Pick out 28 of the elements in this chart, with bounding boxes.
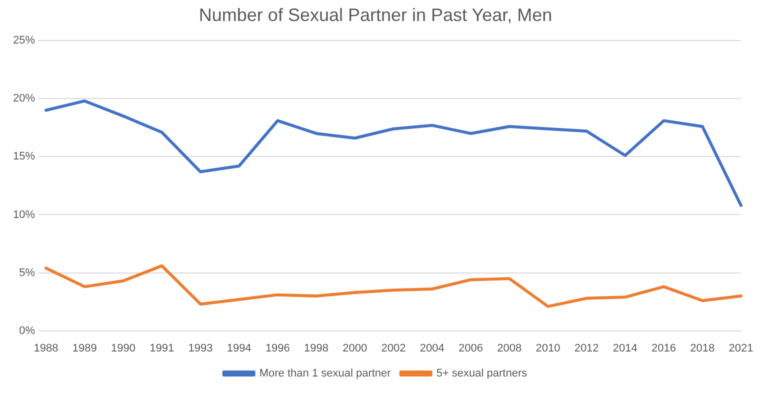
x-tick-label: 2021: [728, 342, 754, 354]
y-tick-label: 10%: [12, 208, 36, 221]
x-tick-label: 2010: [536, 342, 560, 354]
x-tick-label: 1989: [72, 342, 97, 354]
y-tick-label: 15%: [12, 150, 36, 163]
x-tick-label: 2016: [652, 342, 676, 354]
x-tick-label: 2000: [342, 342, 368, 354]
x-tick-label: 2018: [690, 342, 715, 354]
x-tick-label: 2012: [574, 342, 599, 354]
y-tick-label: 5%: [19, 266, 36, 279]
y-tick-label: 0%: [19, 324, 36, 337]
x-tick-label: 1990: [110, 342, 136, 354]
y-tick-label: 25%: [12, 34, 36, 47]
x-tick-label: 2008: [497, 342, 522, 354]
x-tick-label: 2006: [458, 342, 483, 354]
x-tick-label: 1994: [226, 342, 252, 354]
y-tick-label: 20%: [12, 92, 36, 105]
x-tick-label: 2004: [420, 342, 444, 354]
chart-title: Number of Sexual Partner in Past Year, Men: [198, 4, 552, 25]
x-tick-label: 1998: [304, 342, 329, 354]
x-tick-label: 1996: [265, 342, 290, 354]
x-tick-label: 1993: [188, 342, 213, 354]
x-tick-label: 1991: [150, 342, 174, 354]
x-tick-label: 2002: [381, 342, 406, 354]
x-tick-label: 2014: [612, 342, 638, 354]
x-tick-label: 1988: [34, 342, 58, 354]
legend-label: 5+ sexual partners: [436, 368, 528, 380]
legend-label: More than 1 sexual partner: [259, 368, 392, 380]
